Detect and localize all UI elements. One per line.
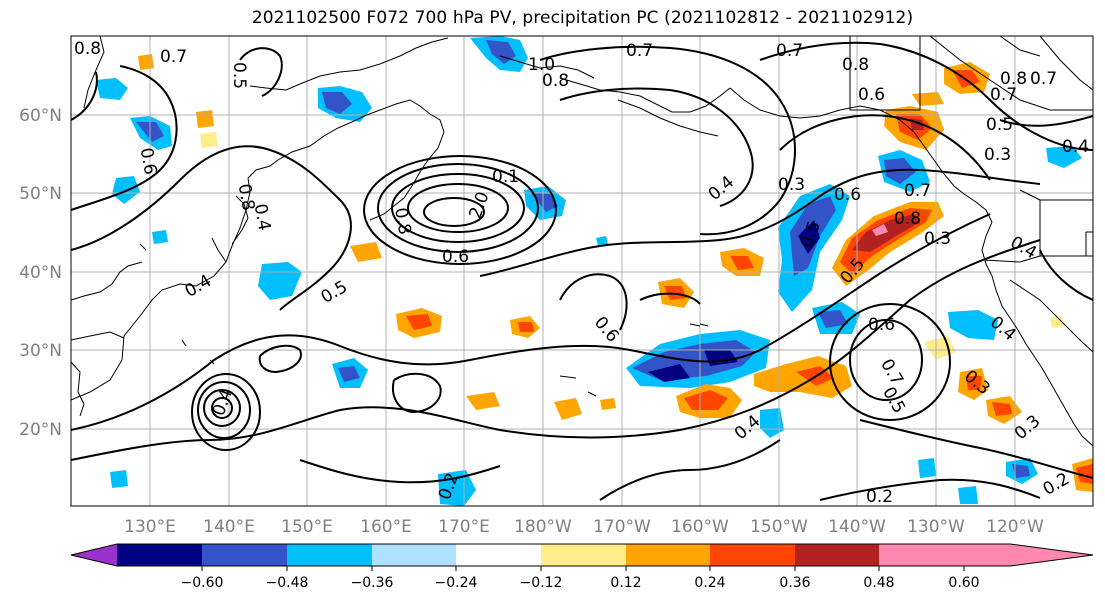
colorbar-segment (710, 544, 795, 566)
colorbar-outline (70, 543, 1094, 567)
contour-label: 0.5 (229, 62, 249, 89)
lon-tick-label: 150°W (750, 517, 808, 537)
contour-label: 0.8 (894, 209, 921, 229)
contour-label: 0.8 (234, 182, 258, 212)
lon-tick-label: 140°E (203, 517, 255, 537)
lat-tick-label: 60°N (19, 106, 62, 126)
contour-label: 0.7 (1030, 69, 1057, 89)
colorbar-segment (626, 544, 710, 566)
contour-label: 0.7 (990, 85, 1017, 105)
lon-tick-label: 160°W (671, 517, 729, 537)
colorbar-tick-label: 0.12 (610, 575, 641, 591)
contour-label: 0.4 (250, 202, 274, 232)
contour-label: 0.6 (834, 185, 861, 205)
colorbar-segment (71, 544, 117, 566)
colorbar-segment (287, 544, 372, 566)
colorbar-segment (372, 544, 456, 566)
colorbar-tick-label: −0.12 (520, 575, 563, 591)
contour-label: 0.8 (842, 55, 869, 75)
colorbar-tick-label: −0.60 (181, 575, 224, 591)
contour-label: 0.8 (74, 39, 101, 59)
contour-label: 0.8 (1000, 69, 1027, 89)
colorbar-segment (117, 544, 202, 566)
colorbar-tick-label: −0.36 (351, 575, 394, 591)
contour-label: 1.0 (528, 55, 555, 75)
lon-tick-label: 170°W (593, 517, 651, 537)
contour-label: 0.6 (858, 85, 885, 105)
map-frame (70, 35, 1094, 507)
lat-tick-label: 40°N (19, 263, 62, 283)
contour-label: 0.3 (924, 229, 951, 249)
contour-label: 0.4 (1062, 137, 1089, 157)
colorbar-tick-label: 0.24 (694, 575, 725, 591)
lat-tick-label: 20°N (19, 420, 62, 440)
map-title: 2021102500 F072 700 hPa PV, precipitatio… (251, 8, 914, 28)
lon-tick-label: 180°W (514, 517, 572, 537)
colorbar-tick-label: −0.24 (435, 575, 478, 591)
lon-tick-label: 140°W (828, 517, 886, 537)
lon-tick-label: 120°W (986, 517, 1044, 537)
lat-axis: 60°N 50°N 40°N 30°N 20°N (19, 106, 62, 440)
colorbar-tick-label: 0.36 (779, 575, 810, 591)
contour-label: 0.8 (390, 206, 414, 236)
lon-tick-label: 130°W (907, 517, 965, 537)
contour-label: 0.3 (778, 175, 805, 195)
lon-tick-label: 160°E (360, 517, 412, 537)
contour-label: 0.7 (904, 181, 931, 201)
colorbar-tick-label: 0.60 (948, 575, 979, 591)
contour-label: 0.3 (984, 145, 1011, 165)
lat-tick-label: 30°N (19, 341, 62, 361)
contour-label: 0.1 (492, 167, 519, 187)
lat-tick-label: 50°N (19, 184, 62, 204)
gridlines (71, 36, 1093, 506)
colorbar-segment (541, 544, 626, 566)
pv-contours (71, 41, 1093, 501)
precip-negative-shading (96, 36, 1082, 506)
contour-label: 0.6 (442, 247, 469, 267)
contour-label: 0.7 (160, 47, 187, 67)
contour-label: 0.7 (626, 41, 653, 61)
lon-tick-label: 150°E (281, 517, 333, 537)
colorbar: −0.60 −0.48 −0.36 −0.24 −0.12 0.12 0.24 … (70, 543, 1094, 591)
contour-label: 0.7 (776, 41, 803, 61)
colorbar-segment (964, 544, 1093, 566)
lon-axis: 130°E 140°E 150°E 160°E 170°E 180°W 170°… (124, 517, 1044, 537)
lon-tick-label: 170°E (438, 517, 490, 537)
colorbar-tick-label: 0.48 (863, 575, 894, 591)
contour-label: 0.2 (866, 487, 893, 507)
contour-label: 0.6 (868, 315, 895, 335)
contour-label: 0.5 (986, 115, 1013, 135)
colorbar-segment (456, 544, 541, 566)
colorbar-segment (879, 544, 964, 566)
colorbar-segment (202, 544, 287, 566)
lon-tick-label: 130°E (124, 517, 176, 537)
map-panel (71, 36, 1093, 506)
colorbar-tick-label: −0.48 (266, 575, 309, 591)
colorbar-segment (795, 544, 879, 566)
contour-label: 0.8 (542, 71, 569, 91)
contour-label: 0.6 (136, 146, 160, 176)
